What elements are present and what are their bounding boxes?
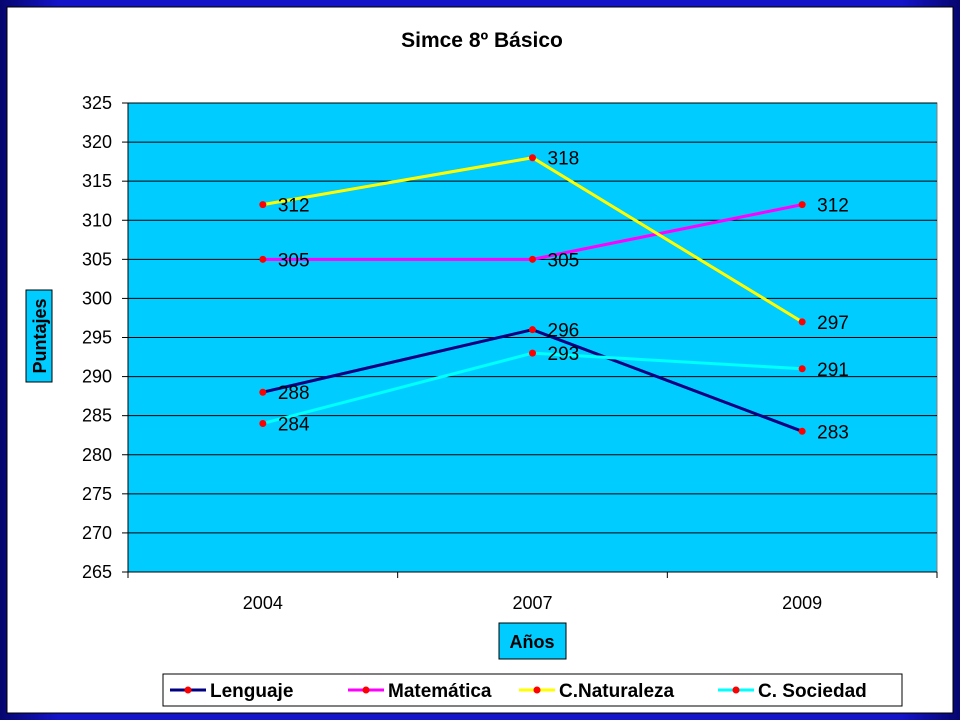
x-tick-label: 2004: [243, 593, 283, 613]
data-label: 318: [548, 149, 580, 170]
legend-entries: Lenguaje Matemática C.Naturaleza C. Socieda…: [170, 681, 867, 702]
y-tick-label: 265: [82, 562, 112, 582]
data-point: [259, 255, 267, 263]
data-point: [529, 326, 536, 334]
data-label: 293: [548, 344, 580, 365]
y-tick-label: 315: [82, 171, 112, 191]
y-tick-label: 305: [82, 249, 112, 269]
data-point: [798, 427, 806, 435]
y-tick-label: 290: [82, 367, 112, 387]
data-point: [529, 255, 536, 263]
x-axis: 2004 2007 2009: [127, 571, 938, 613]
x-tick-label: 2007: [512, 593, 552, 613]
legend-marker: [362, 686, 370, 694]
x-axis-label: Años: [510, 632, 555, 652]
x-axis-label-box: [498, 622, 567, 660]
gridlines: [128, 102, 937, 534]
chart-title: Simce 8º Básico: [401, 29, 563, 52]
y-tick-label: 280: [82, 445, 112, 465]
data-label: 312: [817, 196, 849, 217]
legend-marker: [184, 686, 192, 694]
data-point: [259, 201, 267, 209]
data-point: [529, 349, 536, 357]
y-tick-label: 295: [82, 328, 112, 348]
y-axis: 265 270 275 280 285 290 295 300 305 310 315 320 325: [82, 93, 129, 582]
y-tick-label: 325: [82, 93, 112, 113]
y-axis-label: Puntajes: [30, 298, 50, 373]
data-point: [259, 419, 267, 427]
series-layer: [259, 154, 806, 435]
data-point: [798, 365, 806, 373]
data-point: [798, 201, 806, 209]
data-label: 296: [548, 321, 580, 342]
y-tick-label: 310: [82, 210, 112, 230]
data-label: 291: [817, 360, 849, 381]
y-tick-label: 275: [82, 484, 112, 504]
data-label: 288: [278, 383, 310, 404]
data-point: [259, 388, 267, 396]
data-label: 283: [817, 422, 849, 443]
data-point: [529, 154, 536, 162]
legend-marker: [533, 686, 541, 694]
y-tick-label: 285: [82, 406, 112, 426]
legend: [162, 673, 903, 707]
x-tick-label: 2009: [782, 593, 822, 613]
legend-label: Lenguaje: [210, 681, 293, 702]
y-axis-label-box: [25, 289, 53, 383]
data-point: [798, 318, 806, 326]
legend-label: C.Naturaleza: [559, 681, 675, 702]
data-label: 284: [278, 414, 310, 435]
y-tick-label: 270: [82, 523, 112, 543]
y-tick-label: 320: [82, 132, 112, 152]
legend-label: Matemática: [388, 681, 492, 702]
data-labels: 288 296 283 305 305 312 312 318 297 284 293 291: [278, 149, 849, 444]
legend-label: C. Sociedad: [758, 681, 867, 702]
legend-marker: [732, 686, 740, 694]
data-label: 305: [278, 250, 310, 271]
y-tick-label: 300: [82, 288, 112, 308]
data-label: 305: [548, 250, 580, 271]
data-label: 297: [817, 313, 849, 334]
data-label: 312: [278, 196, 310, 217]
